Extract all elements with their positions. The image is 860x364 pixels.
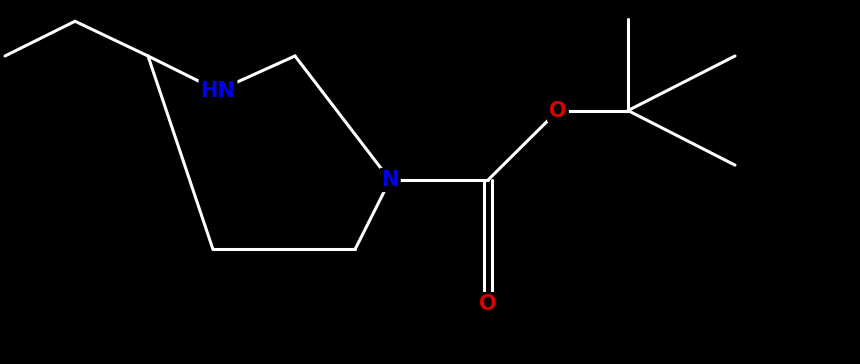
Text: HN: HN (200, 81, 236, 101)
Text: N: N (381, 170, 399, 190)
Text: O: O (550, 100, 567, 120)
Text: O: O (479, 294, 497, 314)
